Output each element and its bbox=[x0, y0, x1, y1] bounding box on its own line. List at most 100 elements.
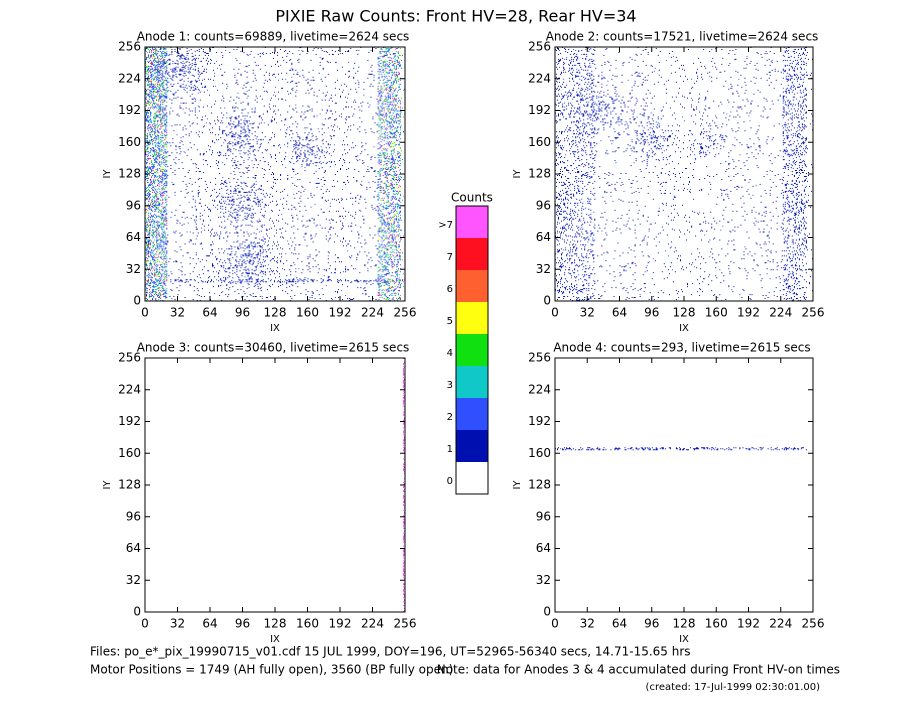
y-tick-label: 128 bbox=[528, 478, 551, 492]
y-tick-label: 96 bbox=[536, 509, 551, 523]
y-tick-label: 64 bbox=[126, 230, 141, 244]
x-axis-label: IX bbox=[679, 634, 689, 645]
colorbar-cell bbox=[456, 334, 488, 366]
x-tick-label: 0 bbox=[551, 306, 559, 320]
x-tick-label: 128 bbox=[673, 617, 696, 631]
colorbar-cell bbox=[456, 206, 488, 238]
panel-title: Anode 2: counts=17521, livetime=2624 sec… bbox=[546, 30, 819, 44]
pixel-cluster bbox=[145, 48, 401, 299]
x-tick-label: 64 bbox=[612, 617, 627, 631]
x-tick-label: 128 bbox=[264, 617, 287, 631]
y-tick-label: 160 bbox=[528, 135, 551, 149]
x-tick-label: 192 bbox=[329, 306, 352, 320]
y-tick-label: 256 bbox=[118, 351, 141, 365]
y-tick-label: 192 bbox=[118, 414, 141, 428]
pixel-cluster bbox=[145, 47, 405, 301]
x-tick-label: 96 bbox=[644, 306, 659, 320]
y-tick-label: 64 bbox=[536, 230, 551, 244]
colorbar-cell bbox=[456, 302, 488, 334]
x-tick-label: 224 bbox=[361, 617, 384, 631]
colorbar-label: 5 bbox=[447, 316, 453, 327]
colorbar-label: 1 bbox=[447, 444, 453, 455]
colorbar-label: >7 bbox=[438, 220, 453, 231]
y-tick-label: 96 bbox=[536, 198, 551, 212]
x-axis-label: IX bbox=[679, 323, 689, 334]
y-tick-label: 256 bbox=[118, 40, 141, 54]
footer-note: Note: data for Anodes 3 & 4 accumulated … bbox=[437, 663, 840, 677]
x-tick-label: 160 bbox=[705, 306, 728, 320]
x-tick-label: 64 bbox=[612, 306, 627, 320]
x-tick-label: 192 bbox=[329, 617, 352, 631]
y-tick-label: 96 bbox=[126, 509, 141, 523]
pixel-cluster bbox=[145, 47, 404, 301]
colorbar-label: 3 bbox=[447, 380, 453, 391]
x-tick-label: 224 bbox=[769, 617, 792, 631]
pixel-cluster bbox=[145, 48, 405, 301]
y-tick-label: 64 bbox=[536, 541, 551, 555]
x-tick-label: 128 bbox=[673, 306, 696, 320]
x-axis-label: IX bbox=[270, 634, 280, 645]
y-tick-label: 224 bbox=[528, 71, 551, 85]
footer-created: (created: 17-Jul-1999 02:30:01.00) bbox=[646, 682, 821, 693]
pixel-cluster bbox=[145, 47, 405, 301]
y-tick-label: 256 bbox=[528, 40, 551, 54]
y-tick-label: 0 bbox=[543, 294, 551, 308]
x-tick-label: 224 bbox=[769, 306, 792, 320]
colorbar-title: Counts bbox=[451, 191, 493, 205]
x-tick-label: 256 bbox=[394, 617, 417, 631]
pixel-cluster bbox=[555, 47, 813, 301]
colorbar-cell bbox=[456, 430, 488, 462]
x-tick-label: 256 bbox=[802, 306, 825, 320]
y-tick-label: 224 bbox=[118, 71, 141, 85]
colorbar-label: 4 bbox=[447, 348, 453, 359]
panel-title: Anode 4: counts=293, livetime=2615 secs bbox=[553, 341, 810, 355]
colorbar-cell bbox=[456, 238, 488, 270]
pixel-cluster bbox=[145, 47, 405, 301]
y-tick-label: 64 bbox=[126, 541, 141, 555]
y-tick-label: 192 bbox=[528, 414, 551, 428]
y-tick-label: 160 bbox=[118, 135, 141, 149]
x-tick-label: 160 bbox=[296, 306, 319, 320]
y-tick-label: 0 bbox=[133, 605, 141, 619]
heatmap bbox=[145, 47, 405, 301]
y-axis-label: IY bbox=[102, 480, 113, 490]
x-tick-label: 224 bbox=[361, 306, 384, 320]
pixel-cluster bbox=[555, 447, 807, 451]
colorbar-cell bbox=[456, 398, 488, 430]
y-tick-label: 32 bbox=[126, 262, 141, 276]
y-tick-label: 128 bbox=[118, 478, 141, 492]
pixel-cluster bbox=[555, 47, 813, 301]
x-tick-label: 160 bbox=[705, 617, 728, 631]
x-tick-label: 96 bbox=[235, 617, 250, 631]
x-tick-label: 192 bbox=[737, 617, 760, 631]
x-tick-label: 160 bbox=[296, 617, 319, 631]
x-tick-label: 32 bbox=[580, 306, 595, 320]
colorbar-cell bbox=[456, 366, 488, 398]
plot-frame bbox=[554, 357, 814, 613]
plot-frame bbox=[144, 46, 406, 302]
colorbar-frame bbox=[455, 205, 489, 495]
x-tick-label: 32 bbox=[580, 617, 595, 631]
plot-frame bbox=[144, 357, 406, 613]
x-tick-label: 64 bbox=[202, 617, 217, 631]
colorbar-cell bbox=[456, 270, 488, 302]
y-tick-label: 256 bbox=[528, 351, 551, 365]
x-tick-label: 96 bbox=[644, 617, 659, 631]
y-tick-label: 160 bbox=[118, 446, 141, 460]
x-tick-label: 0 bbox=[551, 617, 559, 631]
pixel-cluster bbox=[145, 47, 404, 301]
y-tick-label: 224 bbox=[528, 382, 551, 396]
x-tick-label: 256 bbox=[394, 306, 417, 320]
y-tick-label: 32 bbox=[536, 262, 551, 276]
footer-files: Files: po_e*_pix_19990715_v01.cdf 15 JUL… bbox=[90, 645, 691, 659]
colorbar-label: 2 bbox=[447, 412, 453, 423]
figure-title: PIXIE Raw Counts: Front HV=28, Rear HV=3… bbox=[275, 7, 636, 26]
colorbar-label: 7 bbox=[447, 252, 453, 263]
y-axis-label: IY bbox=[102, 169, 113, 179]
y-tick-label: 0 bbox=[543, 605, 551, 619]
y-tick-label: 192 bbox=[528, 103, 551, 117]
y-tick-label: 0 bbox=[133, 294, 141, 308]
heatmap bbox=[555, 447, 807, 451]
heatmap bbox=[555, 47, 813, 301]
